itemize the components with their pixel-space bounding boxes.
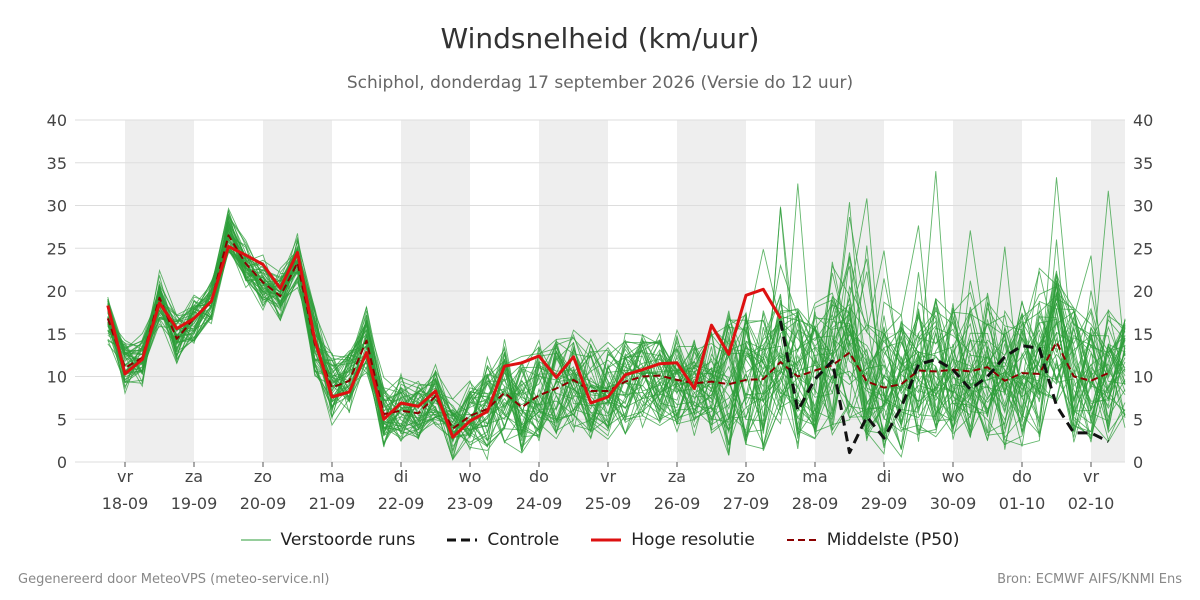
x-tick-date: 22-09	[378, 494, 425, 513]
legend: Verstoorde runs Controle Hoge resolutie …	[0, 530, 1200, 550]
x-tick-day: ma	[802, 467, 827, 486]
y-tick-label-left: 0	[57, 453, 67, 472]
ensemble-member-line	[107, 227, 1126, 442]
x-tick-date: 29-09	[861, 494, 908, 513]
y-tick-label-right: 40	[1133, 111, 1153, 130]
ensemble-member-line	[107, 217, 1126, 448]
median-line	[106, 234, 1109, 430]
x-tick-date: 19-09	[171, 494, 218, 513]
x-tick-date: 27-09	[723, 494, 770, 513]
legend-item-median: Middelste (P50)	[786, 530, 960, 550]
control-series-line	[779, 320, 1109, 455]
ensemble-member-line	[107, 207, 1126, 452]
footer-source: Bron: ECMWF AIFS/KNMI Ens	[997, 572, 1182, 587]
wind-chart: 0 5 10 15 20 25 30 35 40 0 5 10 15 20 25 30 35 40 vr 18-0…	[47, 111, 1154, 513]
legend-swatch-ensemble	[240, 539, 271, 541]
y-tick-label-left: 15	[47, 325, 67, 344]
x-tick-date: 26-09	[654, 494, 701, 513]
median-series-line	[106, 234, 1109, 430]
x-tick-date: 21-09	[309, 494, 356, 513]
x-tick-date: 02-10	[1068, 494, 1115, 513]
ensemble-member-line	[107, 222, 1126, 440]
x-tick-date: 23-09	[447, 494, 494, 513]
y-tick-label-right: 30	[1133, 197, 1153, 216]
ensemble-member-line	[107, 216, 1126, 450]
x-tick-date: 20-09	[240, 494, 287, 513]
control-line	[779, 320, 1109, 455]
x-tick-day: di	[877, 467, 892, 486]
x-tick-day: vr	[117, 467, 133, 486]
y-tick-label-right: 10	[1133, 368, 1153, 387]
y-axis-left: 0 5 10 15 20 25 30 35 40	[47, 111, 67, 472]
y-tick-label-right: 0	[1133, 453, 1143, 472]
x-tick-day: ma	[319, 467, 344, 486]
x-axis: vr 18-09 za 19-09 zo 20-09 ma 21-09 di 22-09 wo 23-…	[102, 462, 1115, 513]
x-tick-day: do	[1012, 467, 1032, 486]
y-tick-label-left: 5	[57, 410, 67, 429]
chart-subtitle: Schiphol, donderdag 17 september 2026 (V…	[346, 73, 854, 93]
x-tick-day: wo	[942, 467, 965, 486]
x-tick-day: wo	[459, 467, 482, 486]
x-tick-day: vr	[1083, 467, 1099, 486]
legend-swatch-control	[447, 538, 478, 542]
x-tick-date: 01-10	[999, 494, 1046, 513]
x-tick-date: 28-09	[792, 494, 839, 513]
y-tick-label-right: 5	[1133, 410, 1143, 429]
y-tick-label-right: 20	[1133, 282, 1153, 301]
x-tick-day: vr	[600, 467, 616, 486]
x-tick-day: do	[529, 467, 549, 486]
y-tick-label-left: 30	[47, 197, 67, 216]
chart-title: Windsnelheid (km/uur)	[440, 22, 760, 55]
ensemble-member-line	[107, 252, 1126, 446]
legend-label: Verstoorde runs	[280, 530, 416, 550]
ensemble-member-line	[107, 225, 1126, 452]
hires-line	[106, 245, 782, 439]
y-tick-label-right: 25	[1133, 239, 1153, 258]
y-tick-label-right: 35	[1133, 154, 1153, 173]
x-tick-day: di	[394, 467, 409, 486]
y-tick-label-left: 10	[47, 368, 67, 387]
y-tick-label-right: 15	[1133, 325, 1153, 344]
y-tick-label-left: 35	[47, 154, 67, 173]
legend-item-ensemble: Verstoorde runs	[240, 530, 416, 550]
x-tick-day: za	[668, 467, 686, 486]
legend-swatch-median	[786, 539, 817, 541]
x-tick-date: 18-09	[102, 494, 149, 513]
legend-item-control: Controle	[447, 530, 559, 550]
x-tick-date: 30-09	[930, 494, 977, 513]
footer-generator: Gegenereerd door MeteoVPS (meteo-service…	[18, 572, 330, 587]
legend-item-hires: Hoge resolutie	[591, 530, 755, 550]
ensemble-member-line	[107, 215, 1126, 439]
y-tick-label-left: 40	[47, 111, 67, 130]
y-tick-label-left: 25	[47, 239, 67, 258]
hires-series-line	[106, 245, 782, 439]
y-axis-right: 0 5 10 15 20 25 30 35 40	[1133, 111, 1153, 472]
x-tick-day: zo	[254, 467, 272, 486]
legend-label: Middelste (P50)	[826, 530, 960, 550]
x-tick-date: 25-09	[585, 494, 632, 513]
x-tick-day: za	[185, 467, 203, 486]
x-tick-date: 24-09	[516, 494, 563, 513]
x-tick-day: zo	[737, 467, 755, 486]
legend-label: Hoge resolutie	[631, 530, 755, 550]
y-tick-label-left: 20	[47, 282, 67, 301]
legend-swatch-hires	[591, 538, 622, 542]
legend-label: Controle	[487, 530, 560, 550]
